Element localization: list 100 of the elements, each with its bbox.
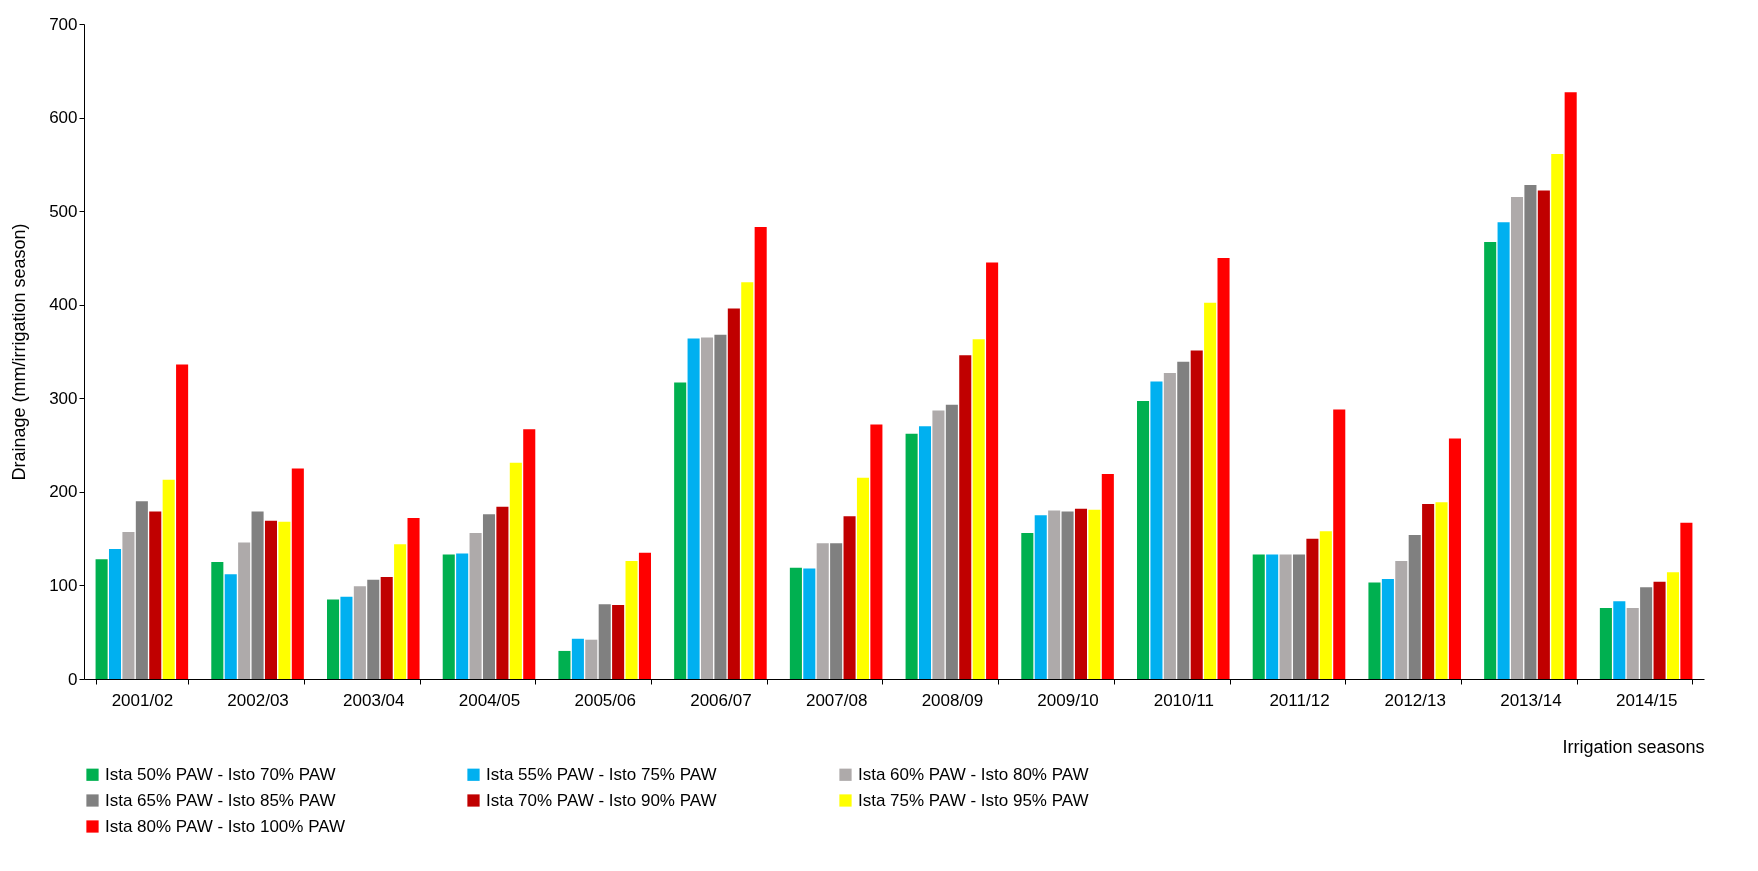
bar (830, 543, 843, 679)
bar (523, 429, 536, 679)
bar (340, 596, 353, 679)
bar (1448, 438, 1461, 679)
bar (803, 568, 816, 679)
bar (843, 516, 856, 679)
bar (353, 586, 366, 679)
bar (986, 262, 999, 679)
bar (1599, 607, 1612, 679)
bar (905, 433, 918, 679)
bar (612, 605, 625, 679)
x-tick-label: 2008/09 (921, 690, 984, 710)
bar (380, 577, 393, 679)
bar (442, 554, 455, 679)
bar (1292, 554, 1306, 679)
y-tick-label: 600 (49, 108, 78, 128)
bar (674, 382, 687, 679)
legend-label: Ista 75% PAW - Isto 95% PAW (858, 790, 1089, 810)
bar (1306, 538, 1319, 679)
bar (1252, 554, 1265, 679)
legend-label: Ista 60% PAW - Isto 80% PAW (858, 764, 1089, 784)
legend-label: Ista 50% PAW - Isto 70% PAW (105, 764, 336, 784)
bar (278, 521, 291, 679)
legend-label: Ista 65% PAW - Isto 85% PAW (105, 790, 336, 810)
y-tick-label: 500 (49, 201, 78, 221)
bar (135, 501, 148, 679)
x-tick-label: 2009/10 (1037, 690, 1099, 710)
bar (1190, 350, 1203, 679)
x-tick-label: 2007/08 (805, 690, 868, 710)
x-tick-label: 2003/04 (343, 690, 405, 710)
bar (1177, 361, 1190, 679)
bar (1381, 578, 1394, 679)
bar (1368, 582, 1381, 679)
bar (367, 579, 380, 679)
bar (1497, 222, 1510, 679)
bar (727, 308, 740, 679)
x-tick-label: 2013/14 (1500, 690, 1562, 710)
bar (291, 468, 304, 679)
bar (1137, 401, 1150, 679)
y-axis-title: Drainage (mm/irrigation season) (9, 223, 30, 481)
bar (789, 567, 802, 679)
bar (932, 410, 945, 679)
bar (972, 339, 985, 679)
bar (95, 559, 108, 679)
bar (469, 533, 482, 679)
y-tick-label: 100 (49, 575, 78, 595)
bar (108, 548, 122, 679)
bar (1034, 515, 1047, 679)
bar (1088, 509, 1101, 679)
bar (509, 462, 522, 679)
bar (1279, 554, 1292, 679)
x-tick-label: 2001/02 (111, 690, 174, 710)
bar (496, 506, 509, 679)
bar (162, 479, 175, 679)
y-tick-label: 200 (49, 482, 78, 502)
bar (754, 227, 767, 679)
bar (1048, 510, 1061, 679)
bar (482, 514, 496, 679)
bar (598, 604, 611, 679)
bar (700, 337, 714, 679)
bar (1626, 607, 1639, 679)
legend-label: Ista 55% PAW - Isto 75% PAW (486, 764, 717, 784)
bar (1564, 92, 1577, 679)
x-tick-label: 2002/03 (227, 690, 289, 710)
bar (816, 543, 829, 679)
bar (1537, 190, 1550, 679)
bar (1204, 302, 1217, 679)
bar (625, 561, 638, 679)
bar (856, 477, 870, 679)
bar (176, 364, 189, 679)
bar (224, 574, 237, 679)
bar (1061, 511, 1074, 679)
bar (327, 599, 340, 679)
y-tick-label: 700 (49, 14, 78, 34)
x-tick-label: 2010/11 (1153, 690, 1214, 710)
bar (585, 639, 598, 679)
bar (1484, 242, 1497, 679)
bar (122, 532, 135, 679)
bar (1422, 504, 1435, 679)
bar (1150, 381, 1163, 679)
legend-label: Ista 70% PAW - Isto 90% PAW (486, 790, 717, 810)
bar (1408, 534, 1421, 679)
x-tick-label: 2011/12 (1269, 690, 1330, 710)
bar (407, 518, 420, 679)
bar (264, 520, 278, 679)
bar (558, 650, 571, 679)
bar (870, 424, 883, 679)
x-tick-label: 2006/07 (690, 690, 752, 710)
bar (1613, 601, 1626, 679)
x-tick-label: 2012/13 (1384, 690, 1446, 710)
bar (238, 542, 251, 679)
bar (1319, 531, 1332, 679)
bar (1395, 561, 1408, 679)
bar (251, 511, 264, 679)
bar (1101, 474, 1114, 679)
bar (1524, 184, 1537, 679)
bar (1680, 522, 1693, 679)
x-tick-label: 2004/05 (458, 690, 521, 710)
bar (571, 638, 584, 679)
bar (638, 552, 651, 679)
